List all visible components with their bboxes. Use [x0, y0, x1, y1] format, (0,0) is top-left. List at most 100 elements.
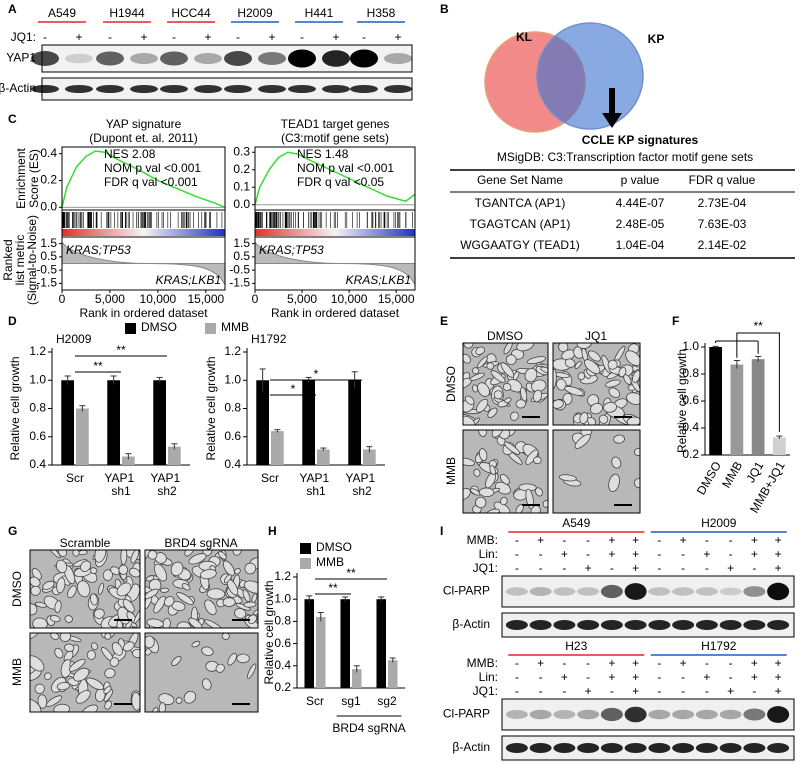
cell: [613, 434, 625, 444]
cell: [503, 441, 521, 455]
x-axis-label: Rank in ordered dataset: [271, 306, 400, 320]
bar: [773, 437, 786, 455]
panel-letter: F: [672, 314, 679, 328]
cell: [122, 599, 135, 613]
cell: [201, 646, 214, 656]
y-axis-label: Score (ES): [27, 149, 41, 208]
band: [648, 620, 671, 630]
y-axis-label: Enrichment: [14, 147, 28, 208]
column-label: BRD4 sgRNA: [164, 536, 237, 550]
y-tick-label: 1.0: [29, 372, 46, 386]
sign: +: [608, 533, 615, 547]
cell: [64, 643, 75, 652]
group-label: KRAS;TP53: [66, 243, 131, 257]
band: [505, 710, 528, 719]
band: [648, 709, 671, 720]
sign: -: [562, 684, 566, 698]
bar: [304, 599, 314, 688]
cell: [147, 550, 158, 560]
cell: [37, 694, 48, 709]
group-label: KRAS;LKB1: [156, 273, 221, 287]
band: [600, 620, 623, 630]
sign: -: [539, 670, 543, 684]
cell: [234, 567, 241, 575]
sign: -: [681, 670, 685, 684]
es-curve: [61, 150, 226, 209]
cell: [56, 681, 71, 691]
cell: [30, 698, 42, 712]
cell: [86, 677, 104, 691]
cell: [607, 359, 618, 370]
cell: [532, 389, 543, 403]
treatment-label: Lin:: [479, 670, 498, 684]
band: [553, 620, 576, 630]
cell: [503, 343, 513, 355]
chart-title: H2009: [56, 332, 92, 346]
y-tick-label: 1.2: [274, 569, 291, 583]
sign: -: [705, 533, 709, 547]
cell: [55, 559, 68, 574]
y-tick-label: 0.6: [224, 429, 241, 443]
sign: +: [140, 30, 147, 44]
cell: [131, 692, 140, 711]
sign: +: [537, 656, 544, 670]
cell: [215, 663, 225, 673]
sign: +: [775, 533, 782, 547]
cell: [499, 474, 510, 485]
sign: +: [608, 656, 615, 670]
bar: [376, 599, 386, 688]
cell: [587, 350, 601, 362]
x-tick-label: DMSO: [694, 459, 724, 497]
y2-axis-label: (Signal-to-Noise): [25, 215, 39, 305]
y-tick-label: 1.0: [682, 339, 699, 353]
table-cell: 2.14E-02: [698, 238, 747, 252]
legend-swatch: [300, 543, 311, 554]
sign: -: [657, 670, 661, 684]
y-tick-label: 0.2: [682, 447, 699, 461]
x-tick-label: 15,000: [378, 292, 415, 306]
x-tick-label: 0: [59, 292, 66, 306]
cell: [500, 497, 508, 506]
sign: -: [681, 547, 685, 561]
sign: -: [108, 30, 112, 44]
sign: -: [515, 533, 519, 547]
band: [31, 85, 59, 93]
legend-swatch: [300, 558, 311, 569]
y-tick-label: 0.8: [682, 366, 699, 380]
cell: [502, 382, 512, 391]
band: [624, 583, 647, 600]
cell: [463, 457, 476, 467]
cell: [242, 589, 251, 603]
band: [719, 709, 742, 720]
y-tick-label: 0.4: [224, 457, 241, 471]
sign: +: [585, 684, 592, 698]
cell: [491, 430, 504, 438]
ranked-metric: [254, 240, 416, 285]
frame: [552, 429, 641, 514]
cell: [633, 478, 640, 489]
panel-letter: E: [440, 314, 448, 328]
cell: [68, 658, 86, 672]
sign: +: [75, 30, 82, 44]
sign: -: [752, 684, 756, 698]
cell: [94, 550, 107, 563]
blot-label: β-Actin: [0, 81, 36, 95]
cell: [49, 615, 61, 623]
table-cell: TGAGTCAN (AP1): [470, 217, 571, 231]
cell: [504, 397, 512, 404]
bar: [730, 364, 744, 455]
frame: [462, 429, 549, 514]
band: [160, 51, 188, 66]
cell: [589, 402, 603, 415]
legend-swatch: [125, 323, 136, 334]
band: [743, 743, 766, 753]
sign: -: [172, 30, 176, 44]
cell-line: H358: [367, 6, 396, 20]
chart-subtitle: (C3:motif gene sets): [281, 131, 389, 145]
cell: [489, 465, 496, 476]
sign: -: [705, 561, 709, 575]
annotation: NOM p val <0.001: [104, 161, 201, 175]
table-cell: 4.44E-07: [616, 196, 665, 210]
cell: [132, 648, 140, 659]
panel-letter: G: [8, 524, 17, 538]
